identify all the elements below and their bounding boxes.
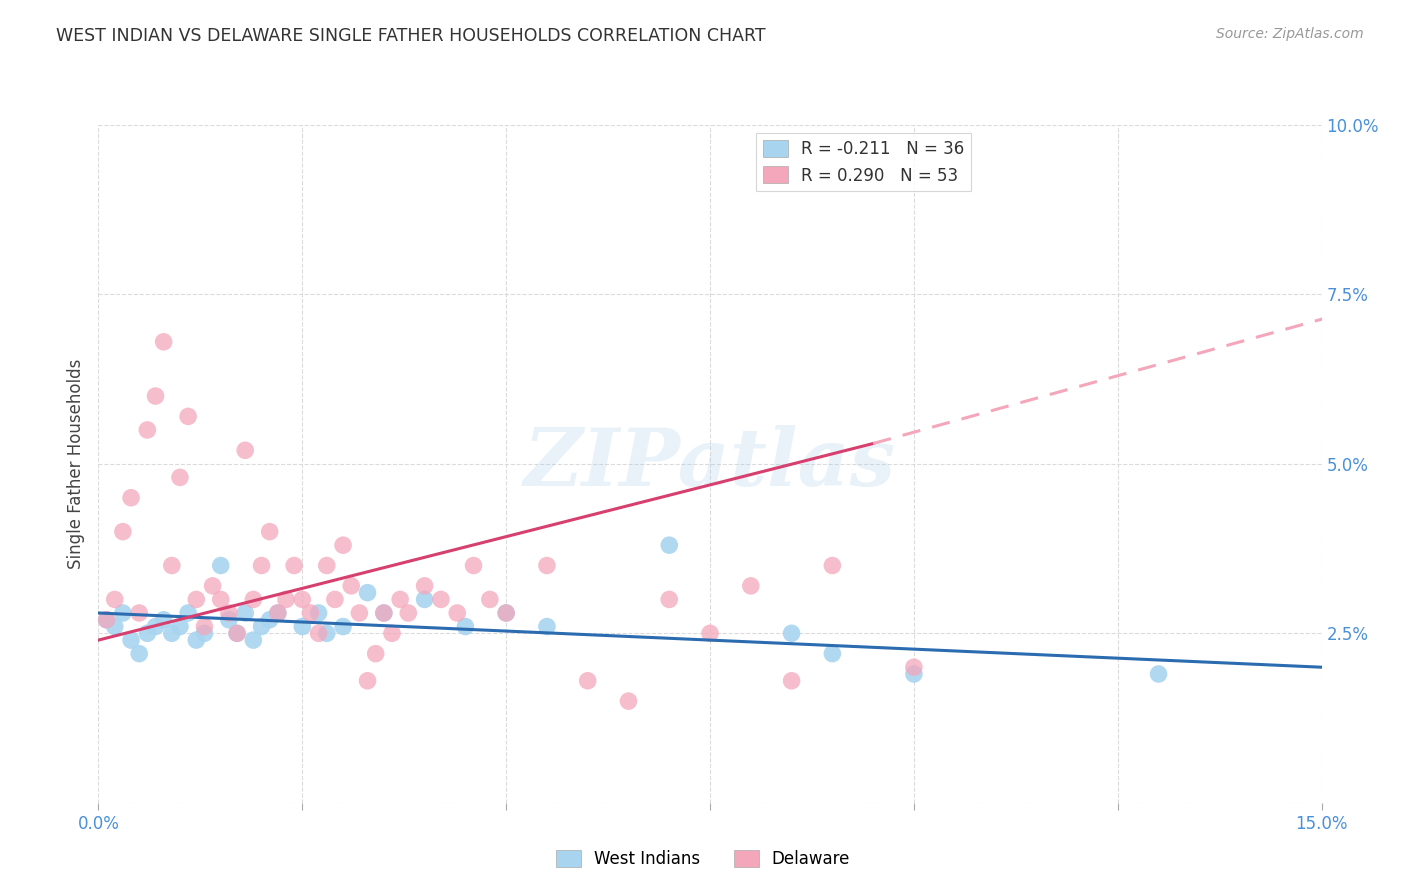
Point [373,606,395,620]
Point [356,585,378,599]
Point [821,558,844,573]
Point [193,619,215,633]
Point [332,538,354,552]
Point [152,613,174,627]
Point [128,606,150,620]
Point [536,558,558,573]
Point [177,409,200,424]
Point [576,673,599,688]
Point [323,592,346,607]
Point [193,626,215,640]
Point [226,626,249,640]
Point [201,579,224,593]
Point [340,579,363,593]
Point [186,633,208,648]
Point [413,579,436,593]
Point [413,592,436,607]
Point [274,592,297,607]
Point [299,606,322,620]
Point [111,524,134,539]
Point [349,606,371,620]
Point [259,613,281,627]
Legend: R = -0.211   N = 36, R = 0.290   N = 53: R = -0.211 N = 36, R = 0.290 N = 53 [756,133,970,191]
Point [495,606,517,620]
Point [780,626,803,640]
Point [699,626,721,640]
Point [233,606,256,620]
Point [104,619,127,633]
Point [495,606,517,620]
Point [291,619,314,633]
Point [454,619,477,633]
Point [250,619,273,633]
Legend: West Indians, Delaware: West Indians, Delaware [550,843,856,875]
Point [209,558,232,573]
Point [136,423,159,437]
Point [821,647,844,661]
Point [381,626,404,640]
Point [356,673,378,688]
Point [104,592,127,607]
Point [267,606,290,620]
Point [169,470,191,484]
Point [373,606,395,620]
Point [250,558,273,573]
Point [218,606,240,620]
Point [242,592,264,607]
Text: Source: ZipAtlas.com: Source: ZipAtlas.com [1216,27,1364,41]
Point [1147,667,1170,681]
Point [740,579,762,593]
Point [177,606,200,620]
Point [218,613,240,627]
Point [145,619,167,633]
Point [315,626,337,640]
Point [259,524,281,539]
Point [96,613,118,627]
Point [160,626,183,640]
Point [209,592,232,607]
Point [145,389,167,403]
Point [186,592,208,607]
Point [617,694,640,708]
Point [780,673,803,688]
Point [364,647,387,661]
Point [233,443,256,458]
Point [136,626,159,640]
Point [152,334,174,349]
Point [430,592,453,607]
Point [283,558,305,573]
Point [160,558,183,573]
Point [308,626,330,640]
Text: ZIPatlas: ZIPatlas [524,425,896,502]
Point [903,660,925,674]
Point [120,491,142,505]
Point [463,558,485,573]
Text: WEST INDIAN VS DELAWARE SINGLE FATHER HOUSEHOLDS CORRELATION CHART: WEST INDIAN VS DELAWARE SINGLE FATHER HO… [56,27,766,45]
Point [169,619,191,633]
Point [308,606,330,620]
Point [332,619,354,633]
Point [658,592,681,607]
Point [478,592,501,607]
Point [315,558,337,573]
Point [242,633,264,648]
Point [128,647,150,661]
Point [96,613,118,627]
Point [111,606,134,620]
Point [536,619,558,633]
Point [226,626,249,640]
Point [120,633,142,648]
Point [658,538,681,552]
Y-axis label: Single Father Households: Single Father Households [67,359,86,569]
Point [396,606,419,620]
Point [291,592,314,607]
Point [389,592,412,607]
Point [903,667,925,681]
Point [446,606,468,620]
Point [267,606,290,620]
